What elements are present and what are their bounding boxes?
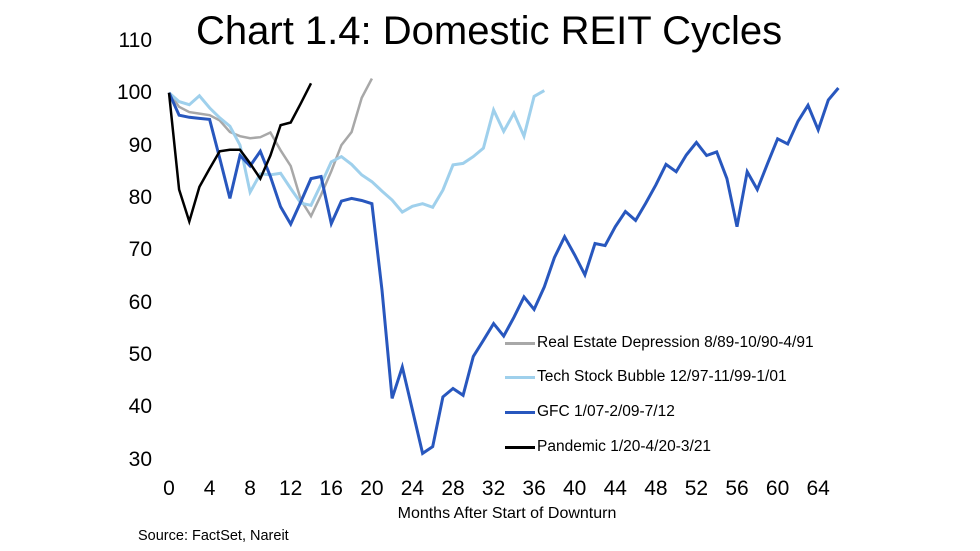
y-tick-100: 100 (116, 81, 152, 105)
y-tick-40: 40 (128, 395, 152, 419)
x-tick-60: 60 (765, 477, 790, 500)
legend-item-pandemic: Pandemic 1/20-4/20-3/21 (505, 438, 711, 456)
series-line-2 (167, 87, 840, 456)
y-tick-90: 90 (128, 133, 152, 157)
y-tick-110: 110 (118, 28, 152, 52)
series-line-3 (167, 82, 313, 226)
x-tick-28: 28 (441, 477, 465, 500)
series-line-1 (168, 89, 546, 215)
x-tick-12: 12 (279, 477, 303, 500)
legend-label: GFC 1/07-2/09-7/12 (537, 403, 675, 420)
x-tick-44: 44 (603, 477, 627, 500)
legend-line-blue (505, 410, 535, 414)
legend-label: Real Estate Depression 8/89-10/90-4/91 (537, 334, 814, 351)
x-tick-32: 32 (481, 477, 506, 500)
x-tick-16: 16 (319, 477, 343, 500)
source-note: Source: FactSet, Nareit (138, 528, 289, 544)
x-axis-title: Months After Start of Downturn (397, 505, 617, 522)
x-tick-52: 52 (684, 477, 709, 500)
x-tick-48: 48 (644, 477, 668, 500)
y-tick-30: 30 (128, 447, 152, 471)
x-tick-40: 40 (563, 477, 587, 500)
x-tick-24: 24 (400, 477, 425, 500)
legend-line-lightblue (505, 375, 535, 379)
legend-item-tech-stock-bubble: Tech Stock Bubble 12/97-11/99-1/01 (505, 368, 787, 386)
x-tick-20: 20 (360, 477, 384, 500)
x-tick-8: 8 (244, 477, 256, 500)
x-tick-0: 0 (163, 477, 175, 500)
legend-line-gray (505, 341, 535, 345)
x-tick-4: 4 (203, 477, 216, 500)
chart-title: Chart 1.4: Domestic REIT Cycles (196, 9, 783, 53)
y-tick-80: 80 (128, 185, 152, 209)
y-tick-70: 70 (128, 238, 152, 262)
legend-label: Tech Stock Bubble 12/97-11/99-1/01 (537, 368, 787, 385)
legend-label: Pandemic 1/20-4/20-3/21 (537, 438, 712, 455)
y-tick-60: 60 (128, 290, 152, 314)
legend-item-real-estate-depression: Real Estate Depression 8/89-10/90-4/91 (505, 334, 814, 352)
x-tick-56: 56 (725, 477, 749, 500)
x-tick-36: 36 (522, 477, 546, 500)
x-tick-64: 64 (806, 477, 830, 500)
legend-line-black (505, 445, 535, 449)
y-tick-50: 50 (128, 342, 152, 366)
legend-item-gfc: GFC 1/07-2/09-7/12 (505, 403, 675, 421)
series-line-0 (167, 78, 374, 219)
